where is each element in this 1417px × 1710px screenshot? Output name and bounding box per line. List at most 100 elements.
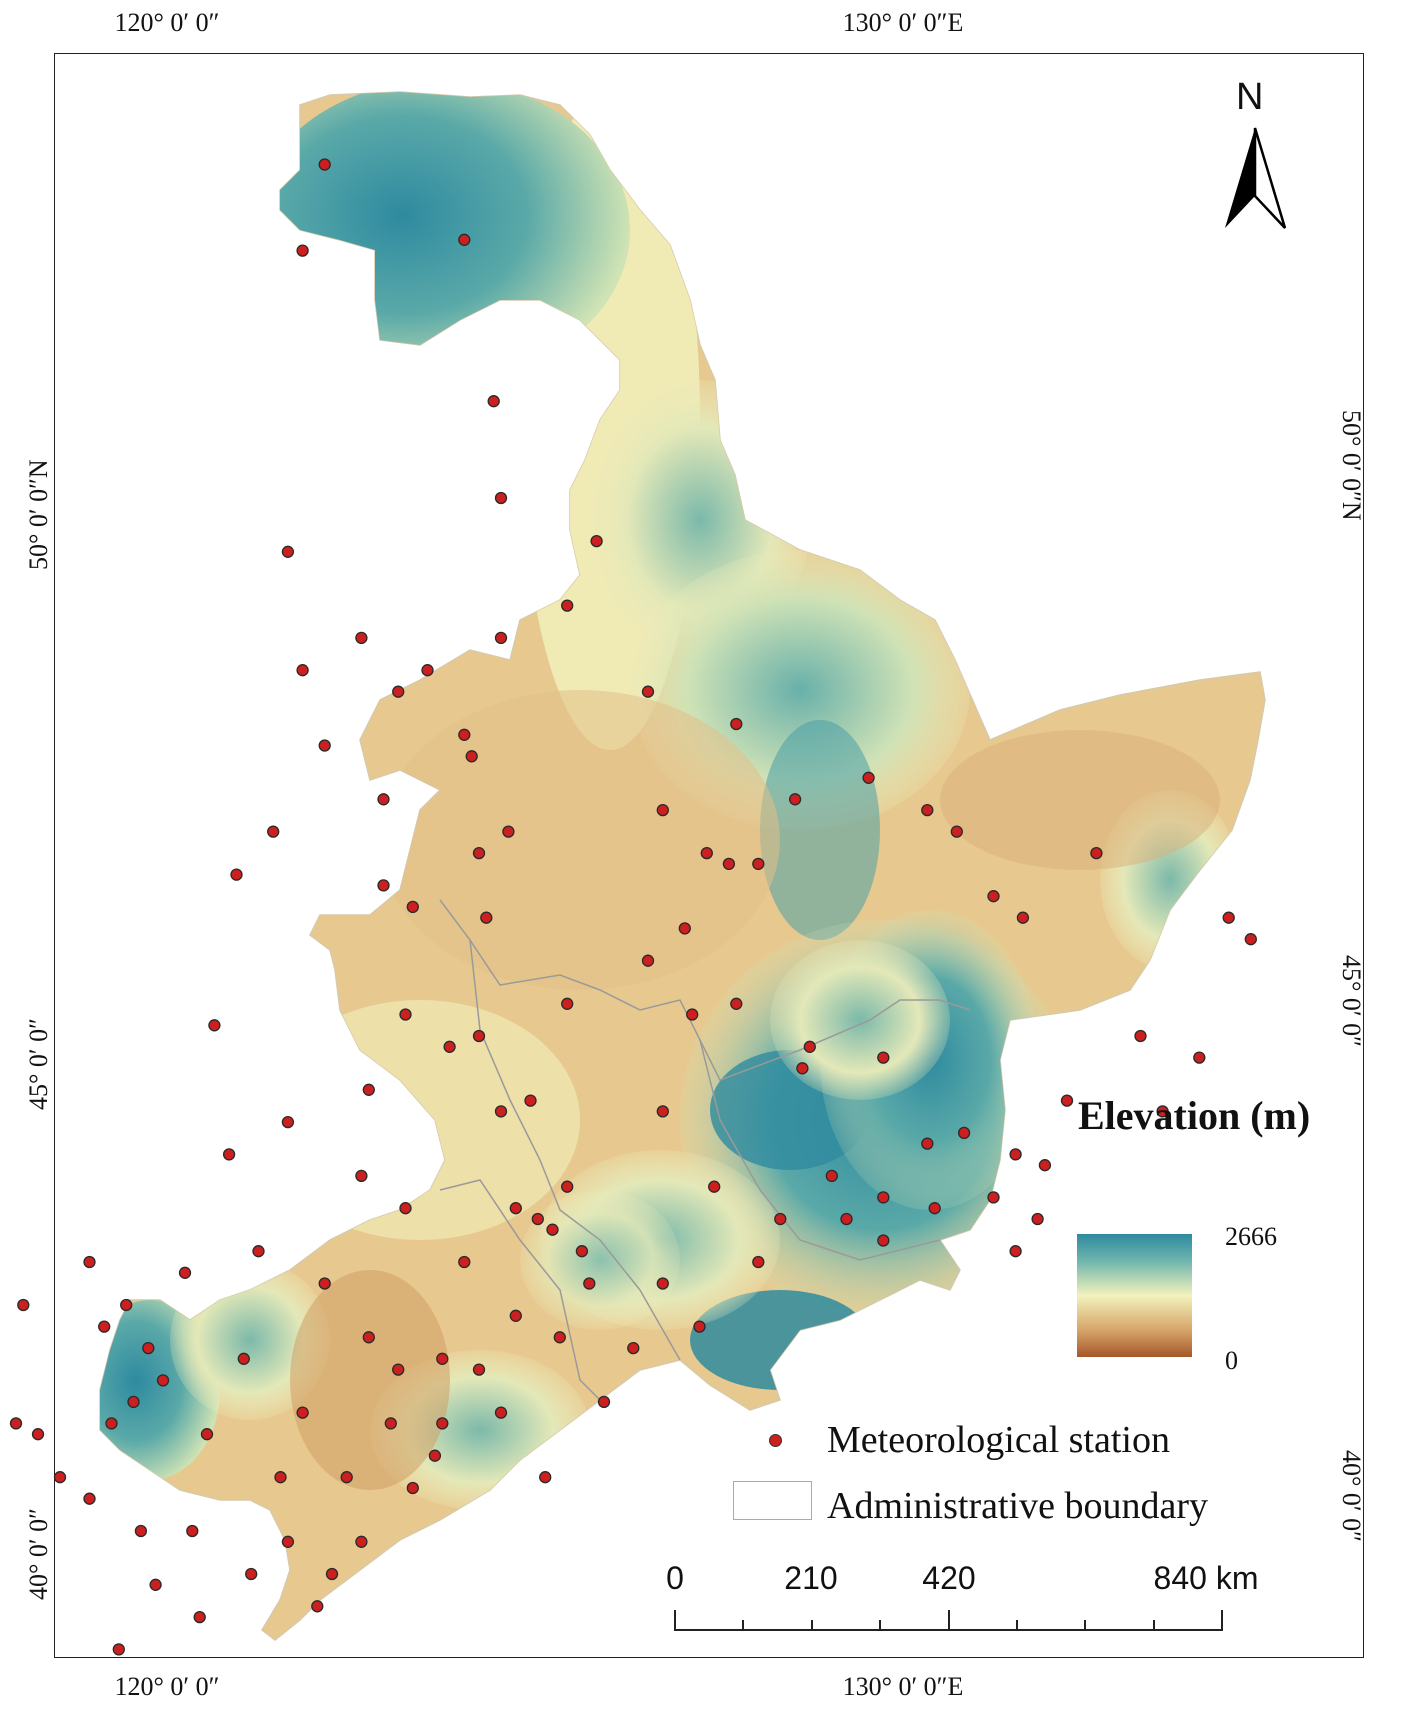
meteorological-station-marker	[318, 1277, 331, 1290]
meteorological-station-marker	[252, 1245, 265, 1258]
meteorological-station-marker	[561, 997, 574, 1010]
meteorological-station-marker	[1038, 1159, 1052, 1172]
meteorological-station-marker	[987, 1191, 1000, 1204]
meteorological-station-marker	[245, 1567, 258, 1581]
station-layer	[9, 158, 1257, 1656]
meteorological-station-marker	[406, 1481, 419, 1495]
meteorological-station-marker	[509, 1309, 522, 1322]
meteorological-station-marker	[921, 803, 934, 817]
boundary-line	[439, 1179, 601, 1401]
meteorological-station-marker	[399, 1202, 412, 1215]
meteorological-station-marker	[9, 1417, 23, 1430]
meteorological-station-marker	[641, 954, 655, 967]
meteorological-station-marker	[597, 1395, 611, 1409]
meteorological-station-marker	[1060, 1094, 1074, 1107]
meteorological-station-marker	[494, 491, 508, 505]
meteorological-station-marker	[494, 1105, 508, 1118]
meteorological-station-marker	[921, 1137, 934, 1150]
meteorological-station-marker	[362, 1083, 375, 1096]
meteorological-station-marker	[472, 1029, 486, 1043]
meteorological-station-marker	[656, 803, 669, 817]
meteorological-station-marker	[1009, 1148, 1022, 1161]
legend-station-label: Meteorological station	[827, 1419, 1170, 1461]
meteorological-station-marker	[134, 1524, 148, 1538]
meteorological-station-marker	[1009, 1245, 1022, 1258]
meteorological-station-marker	[436, 1417, 449, 1430]
meteorological-station-marker	[1156, 1105, 1169, 1118]
meteorological-station-marker	[281, 1535, 295, 1548]
meteorological-station-marker	[406, 900, 419, 914]
meteorological-station-marker	[472, 1363, 486, 1376]
meteorological-station-marker	[230, 868, 243, 881]
meteorological-station-marker	[524, 1094, 537, 1107]
meteorological-station-marker	[480, 911, 493, 924]
tick-left-45n: 45° 0′ 0″	[24, 1018, 53, 1110]
meteorological-station-marker	[399, 1008, 412, 1021]
meteorological-station-marker	[539, 1471, 552, 1484]
meteorological-station-marker	[83, 1492, 96, 1505]
tick-right-45n: 45° 0′ 0″	[1337, 955, 1366, 1047]
tick-top-130e: 130° 0′ 0″E	[842, 8, 964, 37]
meteorological-station-marker	[222, 1148, 236, 1161]
meteorological-station-marker	[957, 1126, 971, 1140]
meteorological-station-marker	[641, 685, 655, 698]
meteorological-station-marker	[142, 1341, 155, 1355]
scale-bar	[674, 1610, 1223, 1631]
meteorological-station-marker	[421, 664, 434, 677]
meteorological-station-marker	[208, 1019, 221, 1032]
meteorological-station-marker	[362, 1331, 375, 1344]
meteorological-station-marker	[700, 846, 713, 860]
meteorological-station-marker	[825, 1169, 838, 1183]
meteorological-station-marker	[392, 685, 405, 698]
meteorological-station-marker	[105, 1417, 118, 1430]
meteorological-station-marker	[877, 1191, 890, 1204]
meteorological-station-marker	[1244, 933, 1257, 946]
meteorological-station-marker	[803, 1040, 816, 1053]
scale-label-0: 0	[666, 1560, 684, 1596]
meteorological-station-marker	[296, 664, 309, 677]
meteorological-station-marker	[443, 1040, 456, 1053]
meteorological-station-marker	[318, 739, 331, 752]
meteorological-station-marker	[384, 1417, 397, 1430]
meteorological-station-marker	[877, 1051, 890, 1064]
legend-boundary-label: Administrative boundary	[827, 1485, 1208, 1527]
meteorological-station-marker	[31, 1428, 45, 1441]
meteorological-station-marker	[458, 1255, 471, 1269]
tick-right-50n: 50° 0′ 0″N	[1337, 410, 1366, 521]
meteorological-station-marker	[392, 1363, 405, 1376]
meteorological-station-marker	[693, 1320, 706, 1333]
meteorological-station-marker	[156, 1374, 170, 1387]
meteorological-station-marker	[178, 1266, 192, 1279]
meteorological-station-marker	[627, 1341, 640, 1355]
meteorological-station-marker	[281, 545, 295, 558]
meteorological-station-marker	[127, 1395, 140, 1409]
meteorological-station-marker	[267, 825, 280, 838]
elevation-raster	[99, 91, 1266, 1641]
boundary-line	[469, 939, 681, 1361]
legend-max-value: 2666	[1225, 1222, 1277, 1251]
meteorological-station-marker	[458, 233, 471, 246]
boundary-line	[699, 1039, 941, 1261]
scale-label-210: 210	[784, 1560, 838, 1596]
meteorological-station-marker	[120, 1298, 133, 1312]
meteorological-station-marker	[355, 1535, 368, 1548]
meteorological-station-marker	[531, 1212, 544, 1226]
north-arrow-icon	[1225, 127, 1287, 229]
legend-min-value: 0	[1225, 1346, 1238, 1375]
tick-top-120e: 120° 0′ 0″	[114, 8, 220, 37]
meteorological-station-marker	[149, 1578, 162, 1591]
tick-left-40n: 40° 0′ 0″	[24, 1508, 53, 1600]
meteorological-station-marker	[656, 1105, 669, 1118]
meteorological-station-marker	[1090, 846, 1103, 860]
meteorological-station-marker	[53, 1471, 67, 1484]
meteorological-station-marker	[296, 244, 309, 257]
meteorological-station-marker	[575, 1245, 589, 1258]
tick-bottom-130e: 130° 0′ 0″E	[842, 1672, 964, 1701]
meteorological-station-marker	[186, 1524, 199, 1538]
tick-bottom-120e: 120° 0′ 0″	[114, 1672, 220, 1701]
elevation-color-ramp	[1077, 1234, 1192, 1357]
meteorological-station-marker	[1016, 911, 1030, 924]
meteorological-station-marker	[1031, 1212, 1044, 1226]
